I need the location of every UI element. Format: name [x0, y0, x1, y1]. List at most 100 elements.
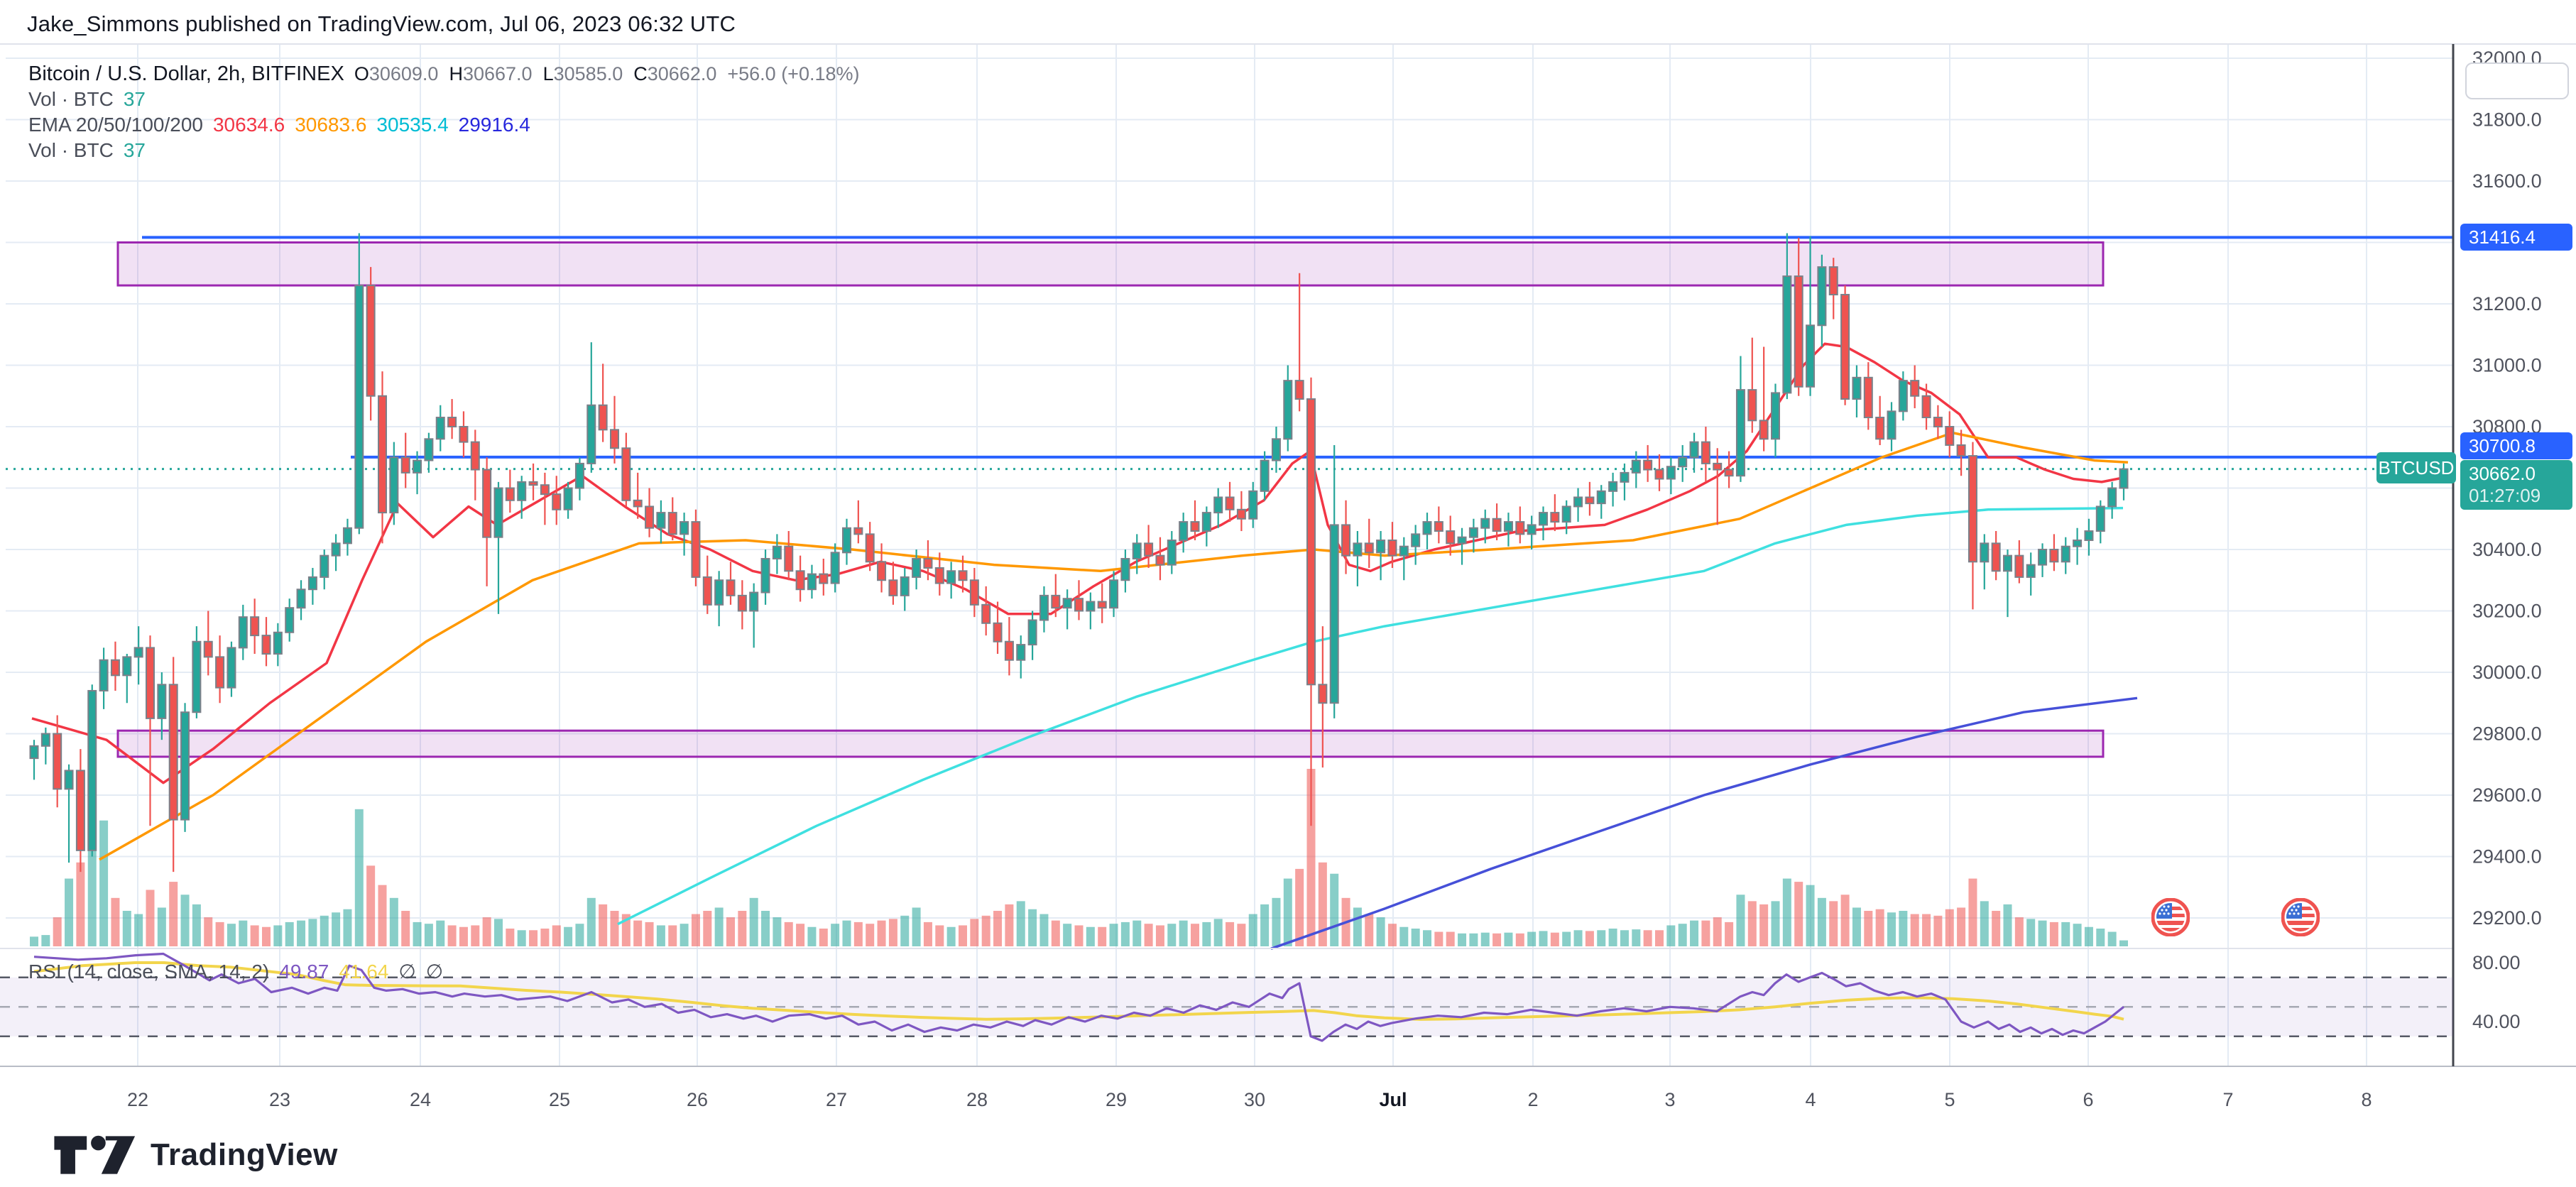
- candle: [691, 521, 701, 578]
- candle: [795, 570, 805, 591]
- price-axis-label[interactable]: 31200.0: [2472, 293, 2542, 314]
- candle: [1701, 441, 1710, 464]
- volume-bar: [2061, 921, 2070, 946]
- volume-bar: [1074, 925, 1084, 946]
- time-axis-label[interactable]: 4: [1805, 1089, 1816, 1110]
- candle: [400, 456, 410, 474]
- rsi-legend[interactable]: RSI (14, close, SMA, 14, 2) 49.87 41.64 …: [28, 960, 444, 983]
- candle: [645, 505, 655, 529]
- price-axis-label[interactable]: 29600.0: [2472, 784, 2542, 806]
- volume-bar: [1016, 901, 1025, 946]
- candle: [1155, 554, 1165, 566]
- candle: [1515, 521, 1525, 535]
- candle: [1468, 527, 1478, 538]
- volume-bar: [389, 897, 398, 946]
- volume-bar: [1423, 930, 1431, 946]
- time-axis-label[interactable]: 29: [1106, 1089, 1127, 1110]
- price-axis-label[interactable]: 31600.0: [2472, 170, 2542, 192]
- candle: [900, 576, 910, 596]
- volume-bar: [2003, 904, 2012, 946]
- volume-bar: [1701, 920, 1710, 946]
- candle: [1179, 521, 1189, 542]
- symbol-title[interactable]: Bitcoin / U.S. Dollar, 2h, BITFINEX: [28, 62, 344, 85]
- us-flag-event-icon[interactable]: [2151, 898, 2190, 936]
- time-axis-label[interactable]: 30: [1244, 1089, 1265, 1110]
- candle: [1782, 275, 1792, 394]
- volume-legend-1[interactable]: Vol · BTC 37: [28, 88, 146, 110]
- candle: [424, 438, 434, 461]
- time-axis-label[interactable]: 25: [549, 1089, 570, 1110]
- time-axis-label[interactable]: 2: [1527, 1089, 1538, 1110]
- price-axis-label[interactable]: 31000.0: [2472, 355, 2542, 376]
- time-axis-label[interactable]: 24: [410, 1089, 431, 1110]
- candle: [807, 573, 817, 591]
- candle: [552, 493, 562, 510]
- volume-legend-2[interactable]: Vol · BTC 37: [28, 139, 146, 161]
- price-axis-label[interactable]: 30400.0: [2472, 539, 2542, 560]
- candle: [958, 570, 968, 581]
- us-flag-event-icon[interactable]: [2281, 898, 2320, 936]
- candle: [784, 545, 794, 572]
- candle: [470, 441, 480, 471]
- volume-bar: [935, 925, 944, 946]
- time-axis-label[interactable]: 26: [687, 1089, 708, 1110]
- ema100-line: [617, 506, 2124, 926]
- price-axis-label[interactable]: 31800.0: [2472, 109, 2542, 131]
- volume-bar: [552, 925, 561, 946]
- price-axis-label[interactable]: 30200.0: [2472, 601, 2542, 622]
- volume-bar: [1469, 933, 1478, 946]
- volume-bar: [1179, 920, 1188, 946]
- candle: [656, 512, 666, 529]
- ema20-value: 30634.6: [212, 114, 285, 136]
- ema-legend[interactable]: EMA 20/50/100/200 30634.6 30683.6 30535.…: [28, 114, 530, 136]
- candle: [1689, 441, 1699, 459]
- candle: [1980, 542, 1990, 563]
- candle: [1248, 490, 1258, 520]
- empty-set-icon: ∅: [425, 961, 444, 983]
- candle: [389, 456, 399, 514]
- candle: [1062, 598, 1072, 609]
- volume-bar: [1306, 769, 1316, 946]
- price-axis-label[interactable]: 29400.0: [2472, 846, 2542, 868]
- candle: [285, 607, 295, 633]
- symbol-legend[interactable]: Bitcoin / U.S. Dollar, 2h, BITFINEX O306…: [28, 62, 860, 86]
- volume-bar: [1272, 897, 1281, 946]
- time-axis-label[interactable]: 28: [966, 1089, 988, 1110]
- volume-bar: [1597, 930, 1606, 946]
- volume-bar: [366, 865, 376, 946]
- ema100-value: 30535.4: [376, 114, 449, 136]
- volume-bar: [332, 912, 341, 946]
- time-axis-label[interactable]: 8: [2361, 1089, 2372, 1110]
- candle: [110, 659, 120, 677]
- volume-bar: [1109, 924, 1118, 946]
- price-axis-label[interactable]: 29800.0: [2472, 723, 2542, 745]
- volume-bar: [482, 917, 491, 946]
- candle: [912, 557, 922, 578]
- volume-bar: [1039, 914, 1049, 946]
- candle: [1620, 471, 1630, 483]
- rsi-axis-label[interactable]: 40.00: [2472, 1011, 2521, 1032]
- time-axis-label[interactable]: 22: [127, 1089, 148, 1110]
- rsi-value: 49.87: [279, 960, 329, 983]
- volume-bar: [65, 878, 74, 946]
- price-axis-label[interactable]: 29200.0: [2472, 907, 2542, 929]
- candle: [1713, 462, 1723, 471]
- price-axis-label[interactable]: 30000.0: [2472, 662, 2542, 683]
- volume-bar: [447, 925, 457, 946]
- tradingview-logo[interactable]: TradingView: [53, 1133, 338, 1177]
- time-axis-label[interactable]: 7: [2222, 1089, 2233, 1110]
- candle: [610, 429, 619, 449]
- time-axis-label[interactable]: 6: [2083, 1089, 2093, 1110]
- time-axis-label[interactable]: 3: [1664, 1089, 1675, 1110]
- time-axis-label[interactable]: 5: [1944, 1089, 1955, 1110]
- candle: [680, 521, 689, 535]
- volume-bar: [1910, 914, 1919, 946]
- volume-bar: [1690, 920, 1699, 946]
- rsi-axis-label[interactable]: 80.00: [2472, 952, 2521, 973]
- time-axis-label[interactable]: 23: [269, 1089, 290, 1110]
- time-axis-label[interactable]: 27: [826, 1089, 847, 1110]
- time-axis-label[interactable]: Jul: [1379, 1089, 1407, 1110]
- symbol-label-badge: BTCUSD: [2376, 452, 2456, 483]
- volume-bar: [134, 914, 143, 946]
